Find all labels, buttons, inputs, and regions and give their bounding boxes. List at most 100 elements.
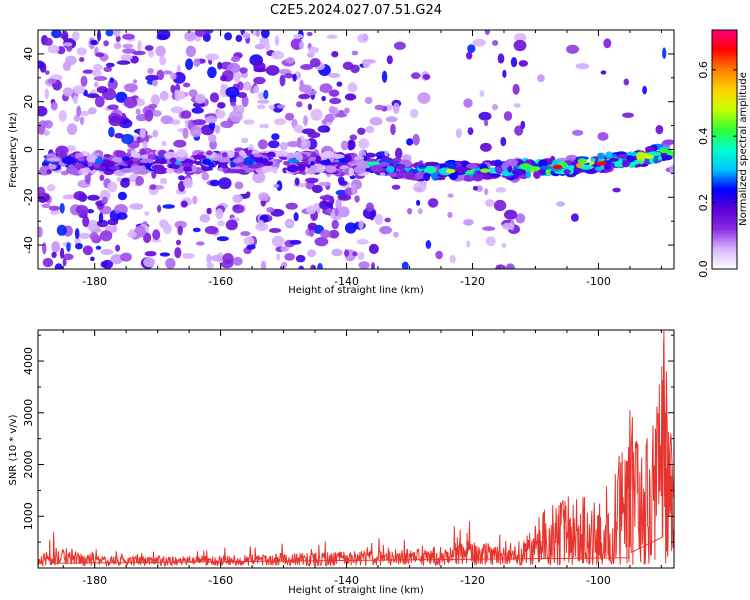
- spectrogram-cell: [59, 203, 65, 214]
- spectrogram-cell: [38, 226, 43, 238]
- spectrogram-cell: [328, 229, 340, 239]
- snr-x-axis: -180 -160 -140 -120 -100: [62, 330, 662, 587]
- spectrogram-peak-cell: [552, 164, 563, 170]
- spectrogram-ridge-cell: [609, 157, 619, 162]
- spectrogram-cell: [514, 33, 527, 42]
- spectrogram-cell: [120, 54, 133, 61]
- spectrogram-cell: [163, 70, 173, 75]
- spectrogram-ridge-cell: [446, 161, 457, 170]
- spectrogram-ridge-cell: [370, 164, 383, 173]
- spectrogram-cell: [42, 242, 47, 255]
- spectrogram-cell: [58, 110, 67, 122]
- spectrogram-cell: [374, 104, 385, 111]
- spectrogram-cell: [184, 30, 196, 42]
- spectrogram-cell: [151, 238, 162, 243]
- spectrogram-cell: [107, 104, 119, 110]
- spectrogram-cell: [144, 109, 154, 122]
- spectrogram-cell: [94, 95, 105, 108]
- spectrogram-cell: [206, 253, 212, 265]
- spectrogram-cell: [281, 261, 288, 268]
- spectrogram-cell: [115, 244, 121, 252]
- spectrogram-ridge-cell: [287, 159, 299, 163]
- spectrogram-cell: [252, 171, 266, 184]
- spectrogram-cell: [642, 85, 647, 95]
- colorbar-gradient: [712, 30, 737, 269]
- spectrogram-cell: [89, 231, 99, 241]
- spectrogram-cell: [253, 85, 260, 94]
- spectrogram-cell: [170, 106, 184, 114]
- spectrogram-cell: [276, 253, 281, 261]
- spectrogram-cell: [184, 91, 189, 97]
- spectrogram-cell: [447, 193, 454, 198]
- spectrogram-cell: [95, 245, 102, 250]
- spectrogram-cell: [301, 138, 311, 150]
- spectrogram-cell: [206, 207, 212, 215]
- spectrogram-ridge-cell: [255, 158, 269, 164]
- spectrogram-cell: [285, 57, 295, 64]
- spectrogram-ridge-cell: [106, 161, 115, 168]
- spectrogram-cell: [59, 33, 69, 39]
- spectrogram-ridge-cell: [191, 165, 197, 171]
- spectrogram-cell: [466, 240, 471, 248]
- spectrogram-cell: [510, 57, 518, 68]
- spectrogram-ridge-cell: [286, 152, 296, 159]
- spectrogram-ridge-cell: [379, 172, 386, 176]
- spectrogram-ridge-cell: [283, 160, 290, 166]
- spectrogram-cell: [240, 231, 251, 237]
- spectrogram-cell: [115, 91, 128, 103]
- snr-x-tick-label: -120: [460, 574, 485, 587]
- spectrogram-cell: [108, 115, 123, 127]
- spectrogram-cell: [39, 62, 47, 73]
- spectrogram-cell: [185, 45, 197, 57]
- spectrogram-cell: [90, 39, 98, 45]
- spectrogram-cell: [114, 204, 128, 215]
- spectrogram-cell: [258, 192, 270, 202]
- spectrogram-cell: [224, 32, 233, 41]
- spectrogram-cell: [148, 103, 158, 109]
- spectrogram-cell: [344, 93, 357, 101]
- spectrogram-cell: [393, 41, 406, 50]
- spectrogram-cell: [575, 63, 590, 70]
- spectrogram-ridge-cell: [125, 159, 134, 166]
- spectrogram-cell: [215, 109, 226, 119]
- spectrogram-cell: [93, 76, 108, 81]
- spectrogram-cell: [72, 85, 85, 95]
- spectrogram-cell: [320, 229, 331, 239]
- spectrogram-cell: [151, 79, 159, 87]
- spectrogram-cell: [310, 108, 323, 121]
- spectrogram-cell: [147, 68, 155, 74]
- spectrogram-peak-cell: [480, 168, 491, 173]
- spectrogram-cell: [279, 74, 286, 87]
- spectrogram-cell: [392, 102, 400, 114]
- spectrogram-cell: [97, 30, 101, 42]
- spectrogram-ridge-cell: [229, 163, 237, 168]
- spectrogram-cell: [74, 228, 80, 240]
- spectrogram-cell: [485, 199, 495, 207]
- spectrogram-cell: [79, 110, 91, 117]
- spectrogram-cell: [336, 81, 343, 87]
- spectrogram-ridge-cell: [140, 154, 150, 160]
- spectrogram-cell: [299, 41, 304, 50]
- spectrogram-cell: [407, 208, 413, 215]
- spectrogram-cell: [182, 82, 191, 88]
- spectrogram-ridge-cell: [111, 156, 123, 163]
- spectrogram-ridge-cell: [319, 159, 332, 166]
- spectrogram-cell: [393, 231, 399, 238]
- spectrogram-ridge-cell: [423, 165, 437, 174]
- spectrogram-cell: [218, 177, 232, 190]
- spectrogram-cell: [109, 77, 114, 83]
- spectrogram-cell: [501, 242, 507, 249]
- spectrogram-cell: [260, 30, 270, 39]
- spectrogram-cell: [107, 218, 119, 226]
- spectrogram-cell: [159, 90, 169, 101]
- spectrogram-cell: [38, 186, 46, 198]
- spectrogram-cell: [417, 92, 431, 104]
- spectrogram-cell: [101, 259, 114, 269]
- spectrogram-cell: [276, 104, 286, 109]
- spectrogram-ridge-cell: [310, 153, 319, 157]
- colorbar-tick-label: 0.6: [697, 61, 710, 79]
- spectrogram-cell: [340, 140, 349, 151]
- spectrogram-ridge-cell: [489, 173, 502, 178]
- spectrogram-cell: [365, 125, 375, 134]
